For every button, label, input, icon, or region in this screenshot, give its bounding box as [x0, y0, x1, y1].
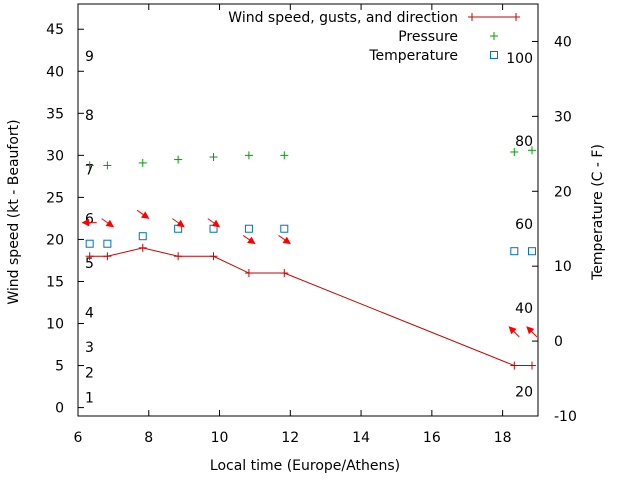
x-tick-label: 6	[74, 430, 83, 446]
wind-arrow	[136, 209, 150, 219]
legend-wind-marker-start	[468, 13, 476, 21]
wind-direction-arrows	[81, 209, 538, 338]
wind-arrow	[278, 235, 291, 245]
pressure-point	[209, 153, 218, 162]
x-tick-label: 16	[423, 430, 441, 446]
y2-tick-label: 40	[554, 34, 572, 50]
legend-wind-marker-end	[512, 13, 520, 21]
y2-axis-label: Temperature (C - F)	[590, 144, 606, 281]
beaufort-label: 7	[85, 163, 94, 179]
y-tick-label: 45	[46, 22, 64, 38]
beaufort-label: 4	[85, 306, 94, 322]
wind-arrow	[207, 218, 221, 228]
wind-speed-point	[103, 252, 112, 261]
y-tick-label: 10	[46, 317, 64, 333]
y-tick-label: 25	[46, 190, 64, 206]
wind-speed-point	[280, 269, 289, 278]
wind-speed-point	[527, 361, 536, 370]
temperature-point	[103, 239, 112, 248]
series-layer	[85, 146, 536, 370]
beaufort-label: 5	[85, 256, 94, 272]
beaufort-label: 8	[85, 108, 94, 124]
x-tick-label: 10	[211, 430, 229, 446]
wind-speed-point	[244, 269, 253, 278]
beaufort-label: 9	[85, 49, 94, 65]
legend-label-pressure: Pressure	[398, 29, 458, 45]
pressure-point	[244, 151, 253, 160]
y-tick-label: 5	[55, 359, 64, 375]
legend-label-temperature: Temperature	[368, 48, 458, 64]
pressure-point	[527, 146, 536, 155]
wind-speed-point	[510, 361, 519, 370]
legend-pressure-marker	[490, 32, 498, 40]
x-tick-label: 18	[494, 430, 512, 446]
wind-arrow	[81, 218, 97, 227]
wind-speed-point	[174, 252, 183, 261]
pressure-point	[510, 147, 519, 156]
x-axis-label: Local time (Europe/Athens)	[210, 458, 400, 474]
beaufort-label: 3	[85, 340, 94, 356]
y-tick-label: 30	[46, 148, 64, 164]
tick-labels: 6 8 10 12 14 16 18051015202530354045-100102030…	[46, 22, 577, 446]
beaufort-fahrenheit-labels: 1 2 3 4 5 6 7 8 9 20 40 60 80 100	[85, 49, 533, 406]
wind-arrow	[242, 235, 256, 245]
y-axis-label: Wind speed (kt - Beaufort)	[6, 119, 22, 304]
legend-markers	[468, 13, 520, 59]
wind-arrow	[508, 326, 520, 338]
fahrenheit-label: 60	[515, 217, 533, 233]
beaufort-label: 2	[85, 365, 94, 381]
y2-tick-label: 0	[554, 334, 563, 350]
x-tick-label: 8	[144, 430, 153, 446]
y2-tick-label: 30	[554, 109, 572, 125]
temperature-point	[280, 224, 289, 233]
y-tick-label: 40	[46, 64, 64, 80]
y2-tick-label: 10	[554, 259, 572, 275]
beaufort-label: 1	[85, 391, 94, 407]
temperature-point	[85, 239, 94, 248]
y-tick-label: 20	[46, 232, 64, 248]
y2-tick-label: 20	[554, 184, 572, 200]
pressure-point	[174, 155, 183, 164]
wind-speed-point	[138, 243, 147, 252]
fahrenheit-label: 100	[506, 51, 533, 67]
legend: Wind speed, gusts, and direction Pressur…	[228, 10, 520, 64]
temperature-point	[527, 247, 536, 256]
pressure-point	[103, 161, 112, 170]
wind-arrow	[172, 218, 185, 228]
y-tick-label: 15	[46, 274, 64, 290]
wind-arrow	[526, 326, 538, 338]
wind-speed-point	[85, 252, 94, 261]
legend-temperature-marker	[490, 51, 498, 59]
fahrenheit-label: 20	[515, 384, 533, 400]
temperature-point	[510, 247, 519, 256]
x-tick-label: 14	[352, 430, 370, 446]
x-tick-label: 12	[281, 430, 299, 446]
legend-label-wind: Wind speed, gusts, and direction	[228, 10, 458, 26]
y-tick-label: 35	[46, 106, 64, 122]
temperature-point	[138, 232, 147, 241]
fahrenheit-label: 80	[515, 134, 533, 150]
wind-arrow	[101, 218, 115, 228]
pressure-point	[138, 158, 147, 167]
y2-tick-label: -10	[554, 409, 577, 425]
temperature-point	[244, 224, 253, 233]
y-tick-label: 0	[55, 401, 64, 417]
wind-speed-point	[209, 252, 218, 261]
fahrenheit-label: 40	[515, 301, 533, 317]
pressure-point	[85, 161, 94, 170]
beaufort-label: 6	[85, 211, 94, 227]
pressure-point	[280, 151, 289, 160]
plot-frame	[77, 3, 539, 417]
